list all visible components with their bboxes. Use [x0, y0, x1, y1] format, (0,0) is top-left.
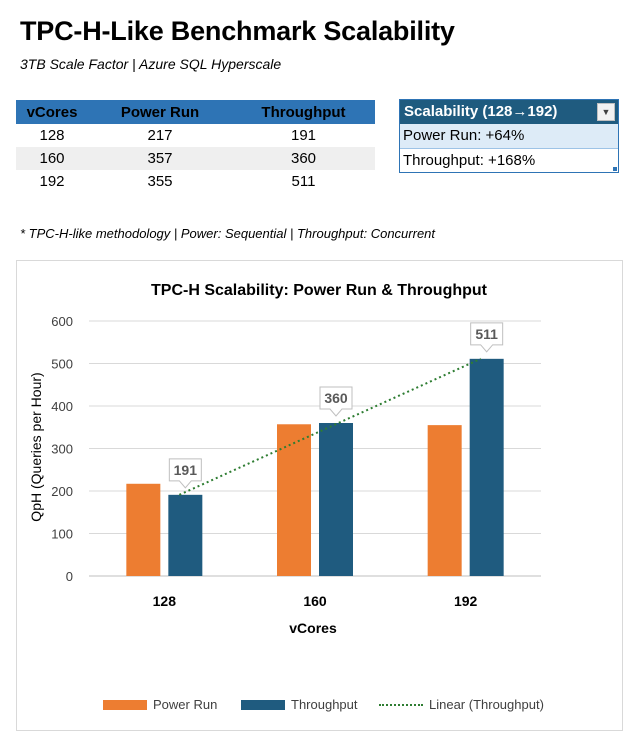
table-cell[interactable]: 360 — [232, 147, 375, 170]
trendline — [178, 357, 482, 496]
legend-label: Throughput — [291, 697, 358, 712]
table-row: 128 217 191 — [16, 124, 375, 147]
page-subtitle: 3TB Scale Factor | Azure SQL Hyperscale — [20, 56, 282, 72]
legend-swatch-throughput — [241, 699, 285, 710]
data-label: 360 — [324, 390, 348, 406]
table-cell[interactable]: 355 — [88, 170, 232, 193]
x-tick-label: 192 — [454, 593, 478, 609]
y-tick-label: 100 — [51, 527, 73, 542]
table-cell[interactable]: 128 — [16, 124, 88, 147]
legend-item-throughput[interactable]: Throughput — [241, 697, 358, 712]
x-axis-title: vCores — [289, 620, 337, 636]
data-label: 191 — [174, 462, 198, 478]
legend-swatch-power-run — [103, 699, 147, 710]
column-header-vcores[interactable]: vCores — [16, 100, 88, 124]
table-row: 192 355 511 — [16, 170, 375, 193]
legend-item-trendline[interactable]: Linear (Throughput) — [379, 697, 544, 712]
scalability-power-cell[interactable]: Power Run: +64% — [400, 124, 618, 149]
methodology-note: * TPC-H-like methodology | Power: Sequen… — [20, 226, 436, 241]
bar-power-run — [126, 483, 161, 576]
legend-label: Power Run — [153, 697, 218, 712]
table-cell[interactable]: 357 — [88, 147, 232, 170]
data-label-callout — [470, 322, 504, 353]
table-cell[interactable]: 192 — [16, 170, 88, 193]
legend-swatch-trendline — [379, 703, 423, 706]
scalability-chart[interactable]: TPC-H Scalability: Power Run & Throughpu… — [16, 260, 623, 731]
scalability-header[interactable]: Scalability (128→192) ▼ — [400, 100, 618, 124]
y-tick-label: 200 — [51, 484, 73, 499]
legend-item-power-run[interactable]: Power Run — [103, 697, 217, 712]
bar-throughput — [469, 358, 504, 576]
y-tick-label: 400 — [51, 399, 73, 414]
bar-power-run — [277, 424, 311, 576]
table-cell[interactable]: 191 — [232, 124, 375, 147]
table-cell[interactable]: 511 — [232, 170, 375, 193]
x-tick-label: 128 — [153, 593, 177, 609]
y-tick-label: 600 — [51, 314, 73, 329]
table-resize-handle[interactable] — [613, 167, 617, 171]
data-label: 511 — [475, 326, 498, 342]
column-header-power-run[interactable]: Power Run — [88, 100, 232, 124]
scalability-throughput-cell[interactable]: Throughput: +168% — [403, 152, 536, 169]
table-row: 160 357 360 — [16, 147, 375, 170]
table-header-row: vCores Power Run Throughput — [16, 100, 375, 124]
legend-label: Linear (Throughput) — [429, 697, 544, 712]
column-header-throughput[interactable]: Throughput — [232, 100, 375, 124]
y-tick-label: 500 — [51, 357, 73, 372]
y-axis-title: QpH (Queries per Hour) — [28, 372, 44, 521]
filter-dropdown-icon[interactable]: ▼ — [597, 103, 615, 121]
y-tick-label: 300 — [51, 442, 73, 457]
chart-title: TPC-H Scalability: Power Run & Throughpu… — [151, 282, 488, 299]
data-label-callout — [168, 458, 202, 489]
table-cell[interactable]: 160 — [16, 147, 88, 170]
y-tick-label: 0 — [66, 569, 73, 584]
data-label-callout — [319, 386, 353, 417]
bar-power-run — [427, 425, 462, 576]
bar-throughput — [168, 494, 203, 576]
page-title: TPC-H-Like Benchmark Scalability — [20, 16, 455, 46]
chart-canvas: TPC-H Scalability: Power Run & Throughpu… — [28, 282, 541, 636]
scalability-header-label: Scalability (128→192) — [404, 103, 558, 120]
bar-throughput — [319, 423, 353, 576]
benchmark-table: vCores Power Run Throughput 128 217 191 … — [16, 100, 375, 193]
scalability-summary-table: Scalability (128→192) ▼ Power Run: +64% … — [399, 99, 619, 173]
x-tick-label: 160 — [303, 593, 327, 609]
table-cell[interactable]: 217 — [88, 124, 232, 147]
